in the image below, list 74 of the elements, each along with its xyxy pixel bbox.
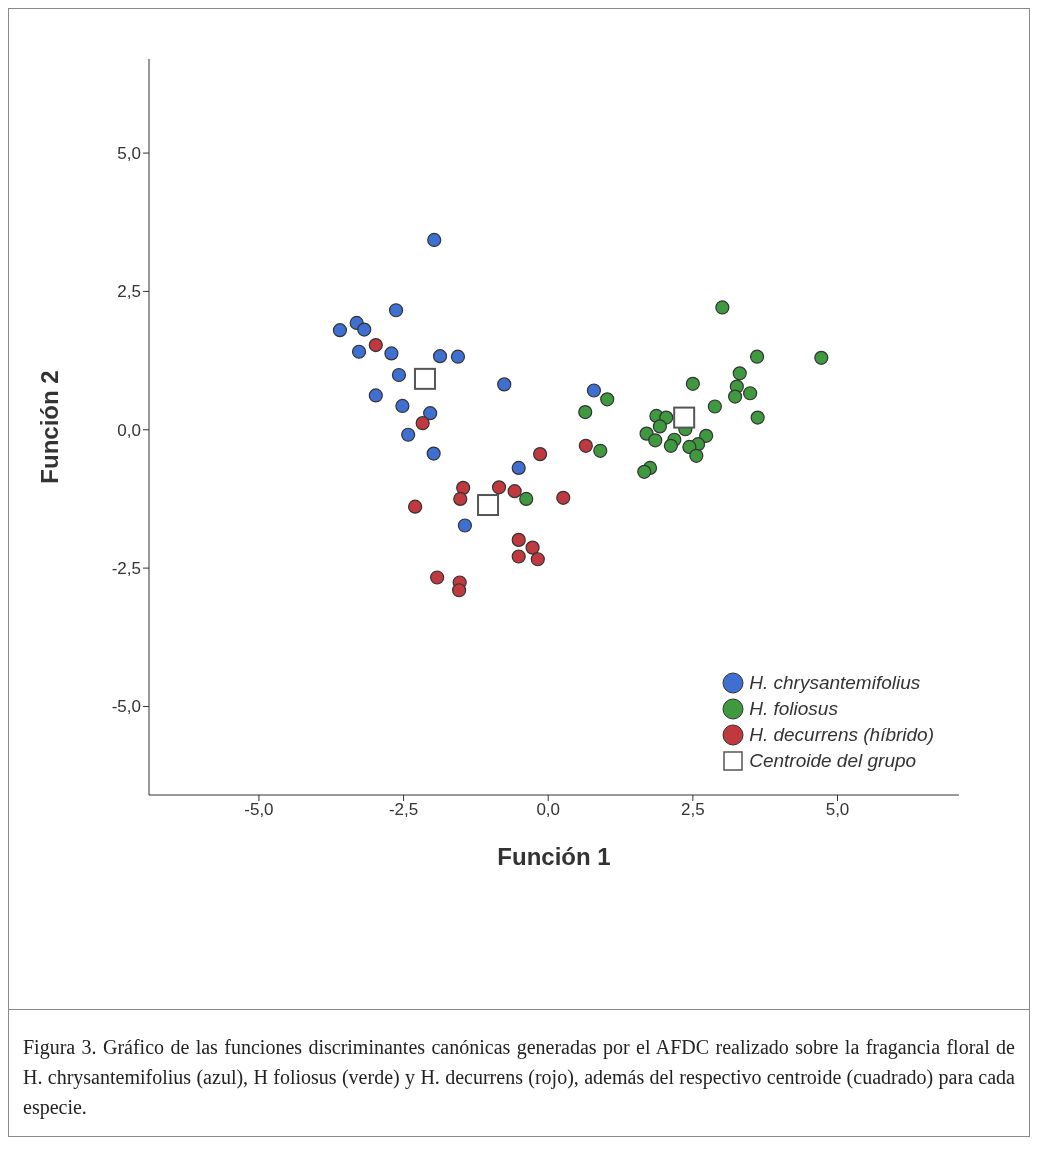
point <box>732 366 747 381</box>
y-tick-label: 2,5 <box>117 282 141 302</box>
point <box>453 491 468 507</box>
x-tick-label: -5,0 <box>244 800 274 820</box>
y-tick-label: 5,0 <box>117 144 141 164</box>
point <box>749 349 765 364</box>
y-tick-label: -5,0 <box>111 697 141 717</box>
point <box>673 406 696 429</box>
point <box>401 427 416 442</box>
x-tick-label: 0,0 <box>536 800 561 820</box>
point <box>525 540 540 555</box>
point <box>457 518 472 533</box>
point <box>450 349 466 364</box>
legend-label: H. foliosus <box>749 698 838 720</box>
point <box>556 490 571 505</box>
point <box>413 367 436 390</box>
point <box>423 406 438 421</box>
point <box>814 350 829 365</box>
legend-label: H. decurrens (híbrido) <box>749 724 934 746</box>
point <box>408 499 423 514</box>
point <box>519 491 534 507</box>
point <box>507 484 522 499</box>
point <box>391 367 407 383</box>
y-tick-label: -2,5 <box>111 559 141 579</box>
point <box>511 460 526 476</box>
x-axis-title: Función 1 <box>497 843 611 870</box>
point <box>593 443 608 458</box>
x-tick-label: 2,5 <box>681 800 705 820</box>
point <box>332 323 348 338</box>
point <box>648 433 663 448</box>
y-tick-label: 0,0 <box>117 420 141 440</box>
point <box>430 570 445 585</box>
point <box>395 398 410 414</box>
point <box>578 438 593 453</box>
point <box>578 404 593 420</box>
point <box>511 532 526 547</box>
point <box>530 552 545 567</box>
x-tick-label: -2,5 <box>388 800 419 820</box>
point <box>663 438 678 453</box>
y-axis-title: Función 2 <box>35 370 63 484</box>
point <box>351 344 367 359</box>
point <box>426 446 441 461</box>
point <box>600 392 615 407</box>
point <box>368 388 383 403</box>
point <box>743 386 758 401</box>
point <box>477 494 500 517</box>
point <box>427 232 442 248</box>
point <box>357 322 372 337</box>
legend-label: Centroide del grupo <box>749 750 917 772</box>
point <box>637 464 652 479</box>
point <box>586 383 602 398</box>
point <box>511 549 526 564</box>
point <box>682 439 697 455</box>
point <box>452 583 467 598</box>
point <box>715 300 730 315</box>
point <box>750 410 765 425</box>
point <box>384 346 399 361</box>
point <box>652 419 667 434</box>
point <box>497 377 512 392</box>
point <box>533 447 548 462</box>
point <box>685 376 700 391</box>
text: Figura 3. Gráfico de las funciones discriminantes canónicas generadas por el AFDC realizado sobre la fragancia floral de H. chrysantemifolius (azul), H foliosus (verde) y H. decurrens (rojo), además del respectivo centroide (cuadrado) para cada especie. <box>9 1009 1029 1136</box>
legend-label: H. chrysantemifolius <box>749 672 921 694</box>
point <box>689 448 704 463</box>
point <box>388 303 404 318</box>
point <box>456 480 471 495</box>
point <box>699 428 714 443</box>
point <box>415 416 430 431</box>
point <box>727 389 743 404</box>
point <box>491 480 507 495</box>
point <box>368 338 383 353</box>
point <box>707 399 722 414</box>
point <box>432 349 448 364</box>
x-tick-label: 5,0 <box>825 800 850 820</box>
